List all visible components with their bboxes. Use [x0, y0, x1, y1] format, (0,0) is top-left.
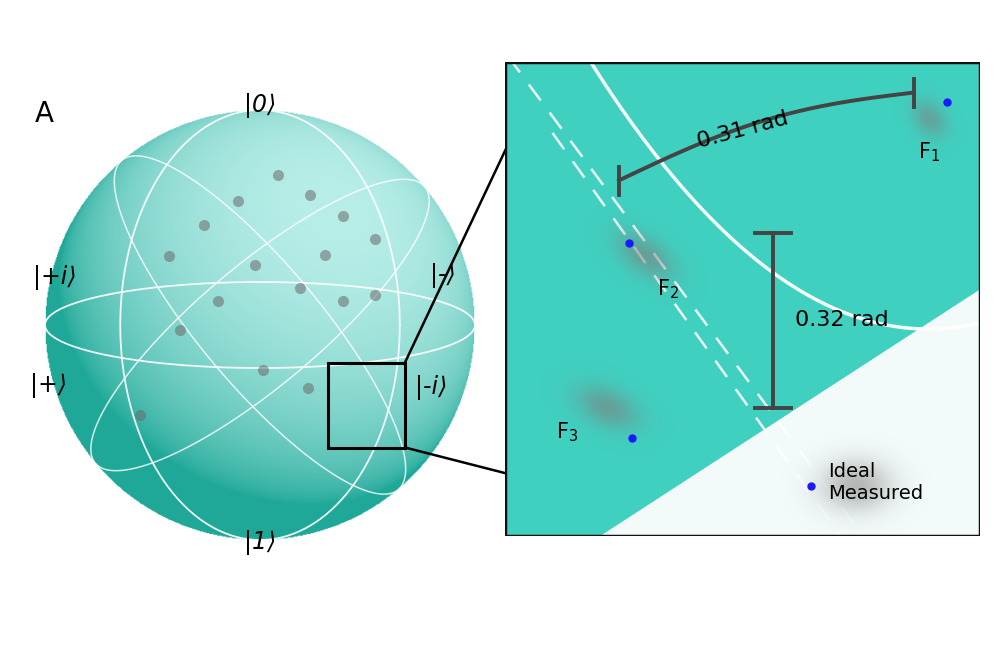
- Text: F$_1$: F$_1$: [918, 140, 940, 164]
- Text: 0.32 rad: 0.32 rad: [795, 310, 888, 330]
- Text: Ideal: Ideal: [828, 462, 875, 481]
- Polygon shape: [600, 289, 980, 536]
- Bar: [328, 363, 405, 447]
- Text: F$_3$: F$_3$: [556, 420, 579, 443]
- Text: |+i⟩: |+i⟩: [32, 265, 76, 290]
- Text: A: A: [35, 100, 54, 128]
- Polygon shape: [600, 289, 980, 536]
- Text: |+⟩: |+⟩: [30, 372, 67, 398]
- Text: |-i⟩: |-i⟩: [415, 375, 447, 400]
- Text: |0⟩: |0⟩: [244, 92, 276, 118]
- Text: |-⟩: |-⟩: [430, 263, 456, 287]
- Text: F$_2$: F$_2$: [657, 278, 679, 301]
- Text: 0.31 rad: 0.31 rad: [695, 109, 790, 152]
- Text: |1⟩: |1⟩: [244, 530, 276, 555]
- Text: Measured: Measured: [828, 484, 923, 503]
